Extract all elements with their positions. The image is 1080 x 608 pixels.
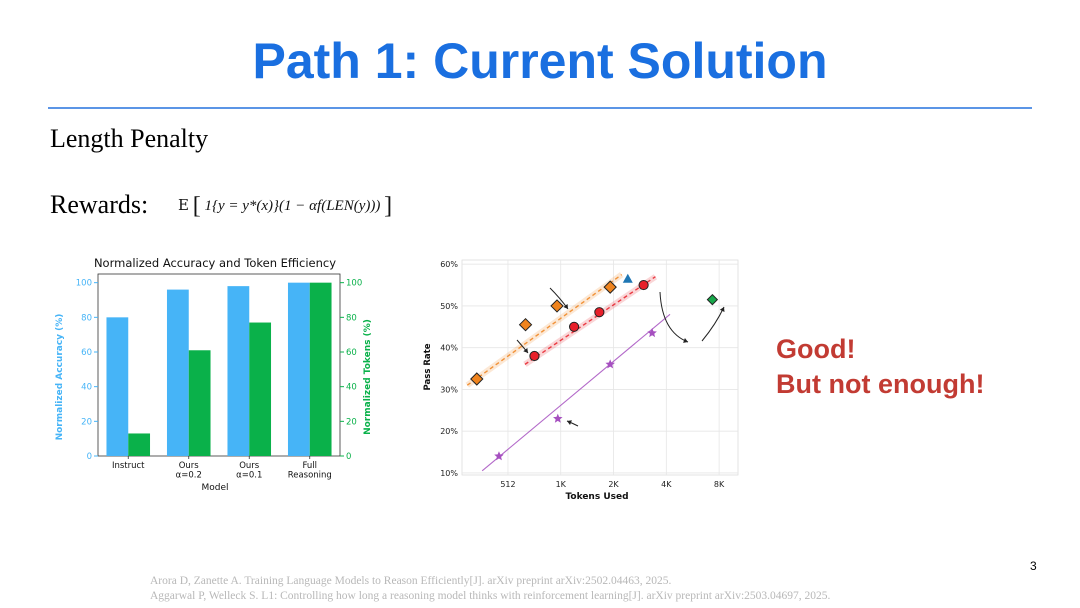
s1-point — [605, 359, 615, 369]
arrow-uncontrollable-left — [659, 291, 689, 343]
accuracy-bar — [166, 289, 189, 456]
accuracy-bar — [287, 282, 310, 456]
page-number: 3 — [1030, 559, 1037, 573]
accuracy-bar — [106, 317, 129, 456]
l1-max-point — [470, 372, 484, 386]
x-tick-label: 1K — [556, 480, 567, 489]
right-y-tick-label: 40 — [346, 383, 357, 393]
tokens-bar — [188, 350, 211, 456]
accuracy-bar — [227, 286, 250, 456]
x-tick-label: α=0.1 — [236, 471, 262, 481]
scatter-x-axis-label: Tokens Used — [565, 492, 628, 502]
slide-subtitle: Length Penalty — [50, 124, 209, 153]
callout-text: Good! But not enough! — [776, 332, 984, 402]
x-tick-label: Instruct — [112, 461, 145, 471]
l1-max-point — [603, 280, 617, 294]
y-tick-label: 30% — [440, 385, 458, 394]
arrow-s1-head — [567, 420, 572, 425]
right-y-tick-label: 60 — [346, 348, 357, 358]
pass-rate-scatter-chart: Pass Rate Tokens Used L1-Max L1-Exact Un… — [423, 259, 739, 502]
tokens-bar — [309, 282, 332, 456]
left-y-tick-label: 100 — [76, 279, 92, 289]
x-tick-label: Full — [302, 461, 317, 471]
left-bracket: [ — [192, 193, 201, 219]
fit-band — [523, 274, 658, 367]
x-tick-label: 512 — [500, 480, 515, 489]
formula-body: 1{y = y*(x)}(1 − αf(LEN(y))) — [204, 198, 381, 214]
x-tick-label: α=0.2 — [176, 471, 202, 481]
uncontrollable-diamond-point — [706, 293, 719, 306]
slide-title: Path 1: Current Solution — [252, 33, 828, 89]
reference-1: Arora D, Zanette A. Training Language Mo… — [150, 575, 672, 587]
y-tick-label: 40% — [440, 344, 458, 353]
y-tick-label: 50% — [440, 302, 458, 311]
arrow-l1-max-head — [563, 304, 568, 309]
bar-plot-frame — [97, 273, 341, 457]
bar-chart-right-axis-label: Normalized Tokens (%) — [363, 319, 373, 435]
fit-line — [481, 313, 671, 472]
tokens-bar — [249, 322, 272, 456]
bar-chart-x-axis-label: Model — [201, 483, 228, 492]
callout-line-2: But not enough! — [776, 369, 985, 399]
left-y-tick-label: 80 — [81, 313, 92, 323]
arrow-uncontrollable-left-head — [683, 338, 688, 343]
tokens-bar — [128, 433, 151, 456]
fit-line — [524, 276, 656, 365]
uncontrollable-triangle-point — [622, 273, 633, 283]
left-y-tick-label: 20 — [81, 417, 92, 427]
s1-point — [494, 451, 504, 461]
arrow-l1-exact-head — [523, 348, 528, 353]
x-tick-label: Ours — [179, 461, 200, 471]
y-tick-label: 10% — [440, 469, 458, 478]
right-y-tick-label: 20 — [346, 417, 357, 427]
x-tick-label: Reasoning — [288, 471, 332, 481]
x-tick-label: 4K — [661, 480, 672, 489]
x-tick-label: Ours — [239, 461, 260, 471]
l1-exact-point — [594, 307, 605, 318]
expectation-symbol: E — [178, 196, 189, 214]
l1-max-point — [518, 318, 533, 332]
s1-point — [647, 328, 657, 338]
l1-exact-point — [638, 279, 649, 291]
y-tick-label: 60% — [440, 260, 458, 269]
right-y-tick-label: 0 — [346, 452, 351, 462]
reward-formula: E [ 1{y = y*(x)}(1 − αf(LEN(y))) ] — [178, 193, 392, 220]
l1-max-point — [550, 299, 564, 313]
references: Arora D, Zanette A. Training Language Mo… — [150, 574, 830, 603]
right-y-tick-label: 100 — [346, 279, 362, 289]
callout-line-1: Good! — [776, 334, 856, 364]
bar-chart-left-axis-label: Normalized Accuracy (%) — [55, 314, 65, 441]
accuracy-token-bar-chart: Normalized Accuracy and Token Efficiency… — [55, 256, 373, 492]
right-bracket: ] — [384, 193, 393, 219]
title-underline — [48, 107, 1032, 109]
x-tick-label: 8K — [714, 480, 725, 489]
reference-2: Aggarwal P, Welleck S. L1: Controlling h… — [150, 589, 831, 602]
left-y-tick-label: 40 — [81, 383, 92, 393]
fit-line — [466, 274, 623, 386]
x-tick-label: 2K — [608, 480, 619, 489]
arrow-uncontrollable-right-head — [719, 307, 725, 312]
bar-chart-title: Normalized Accuracy and Token Efficiency — [94, 256, 336, 270]
scatter-y-axis-label: Pass Rate — [423, 343, 433, 390]
left-y-tick-label: 0 — [87, 452, 92, 462]
s1-point — [553, 413, 563, 423]
rewards-label: Rewards: — [50, 190, 149, 219]
left-y-tick-label: 60 — [81, 348, 92, 358]
right-y-tick-label: 80 — [346, 313, 357, 323]
l1-exact-point — [529, 350, 540, 362]
fit-band — [465, 272, 624, 388]
l1-exact-point — [568, 321, 580, 332]
y-tick-label: 20% — [440, 427, 458, 436]
